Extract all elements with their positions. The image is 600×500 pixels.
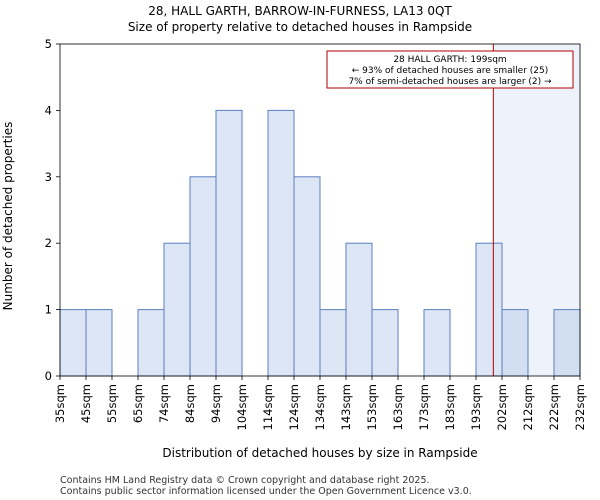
y-tick-label-4: 4 [45, 103, 52, 117]
x-tick-label-202sqm: 202sqm [495, 384, 509, 430]
x-tick-label-65sqm: 65sqm [131, 384, 145, 423]
chart-title-line1: 28, HALL GARTH, BARROW-IN-FURNESS, LA13 … [148, 4, 452, 18]
x-tick-label-114sqm: 114sqm [261, 384, 275, 430]
x-tick-label-212sqm: 212sqm [521, 384, 535, 430]
bar-65sqm [137, 309, 165, 377]
x-tick-label-104sqm: 104sqm [235, 384, 249, 430]
x-tick-label-222sqm: 222sqm [547, 384, 561, 430]
bar-222sqm [553, 309, 581, 377]
x-tick-label-134sqm: 134sqm [313, 384, 327, 430]
bar-35sqm [59, 309, 87, 377]
x-tick-label-74sqm: 74sqm [157, 384, 171, 423]
bar-114sqm [267, 109, 295, 377]
x-tick-label-153sqm: 153sqm [365, 384, 379, 430]
x-tick-label-183sqm: 183sqm [443, 384, 457, 430]
bar-124sqm [293, 176, 321, 377]
bar-45sqm [85, 309, 113, 377]
x-tick-label-173sqm: 173sqm [417, 384, 431, 430]
bar-153sqm [371, 309, 399, 377]
bar-134sqm [319, 309, 347, 377]
annotation-box: 28 HALL GARTH: 199sqm ← 93% of detached … [326, 50, 574, 89]
x-tick-label-193sqm: 193sqm [469, 384, 483, 430]
bar-202sqm [501, 309, 529, 377]
x-tick-label-45sqm: 45sqm [79, 384, 93, 423]
bar-143sqm [345, 242, 373, 377]
footer-line2: Contains public sector information licen… [60, 486, 472, 497]
y-tick-label-1: 1 [45, 303, 52, 317]
y-tick-label-0: 0 [45, 369, 52, 383]
x-tick-label-84sqm: 84sqm [183, 384, 197, 423]
x-tick-label-55sqm: 55sqm [105, 384, 119, 423]
annotation-line2: ← 93% of detached houses are smaller (25… [352, 66, 549, 76]
x-axis-label: Distribution of detached houses by size … [162, 446, 477, 460]
bar-84sqm [189, 176, 217, 377]
x-tick-label-124sqm: 124sqm [287, 384, 301, 430]
chart-title-line2: Size of property relative to detached ho… [128, 20, 472, 34]
bar-94sqm [215, 109, 243, 377]
annotation-frame [326, 50, 574, 89]
x-tick-label-163sqm: 163sqm [391, 384, 405, 430]
x-tick-label-232sqm: 232sqm [573, 384, 587, 430]
bar-193sqm [475, 242, 503, 377]
x-tick-label-94sqm: 94sqm [209, 384, 223, 423]
y-tick-label-5: 5 [45, 37, 52, 51]
y-tick-label-2: 2 [45, 236, 52, 250]
x-tick-label-143sqm: 143sqm [339, 384, 353, 430]
plot-frame [59, 43, 581, 377]
x-tick-label-35sqm: 35sqm [53, 384, 67, 423]
annotation-line3: 7% of semi-detached houses are larger (2… [348, 77, 552, 87]
y-axis-label: Number of detached properties [1, 122, 15, 311]
y-tick-label-3: 3 [45, 170, 52, 184]
footer-line1: Contains HM Land Registry data © Crown c… [60, 475, 430, 486]
bar-74sqm [163, 242, 191, 377]
bar-173sqm [423, 309, 451, 377]
annotation-line1: 28 HALL GARTH: 199sqm [393, 55, 506, 65]
